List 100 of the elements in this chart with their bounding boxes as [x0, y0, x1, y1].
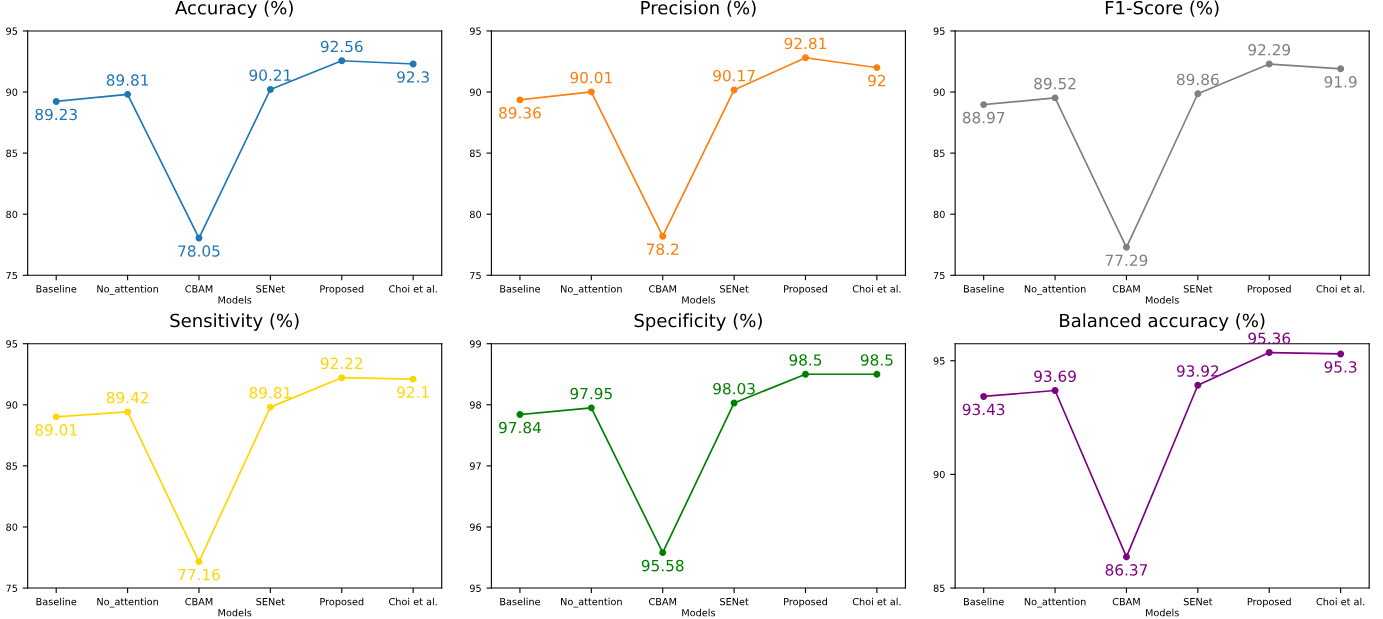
- y-tick-label: 90: [933, 88, 945, 96]
- data-label: 89.36: [499, 107, 541, 119]
- data-label: 98.03: [713, 382, 755, 395]
- y-tick-label: 96: [469, 523, 482, 531]
- point: [1051, 387, 1059, 395]
- y-tick-label: 85: [933, 149, 945, 157]
- point: [730, 399, 738, 407]
- y-tick-label: 95: [933, 27, 945, 35]
- data-label: 89.81: [106, 74, 149, 86]
- x-tick-label: CBAM: [185, 597, 213, 606]
- x-axis-title: Models: [682, 296, 716, 304]
- data-label: 88.97: [962, 111, 1005, 124]
- data-label: 90.17: [713, 69, 755, 82]
- data-label: 98.5: [860, 354, 893, 366]
- chart-title: Balanced accuracy (%): [1060, 313, 1265, 331]
- y-tick-label: 80: [6, 210, 18, 219]
- x-tick-label: Choi et al.: [389, 597, 437, 606]
- point: [802, 54, 809, 62]
- y-tick-label: 97: [469, 462, 481, 470]
- data-label: 92.81: [784, 37, 826, 50]
- x-axis-title: Models: [218, 608, 252, 617]
- data-label: 89.86: [1177, 73, 1219, 86]
- x-tick-label: Proposed: [784, 285, 827, 295]
- x-tick-label: No_attention: [97, 285, 158, 295]
- data-label: 93.69: [1034, 370, 1076, 383]
- point: [409, 375, 417, 383]
- y-tick-label: 85: [6, 462, 18, 470]
- y-tick-label: 85: [6, 149, 18, 157]
- data-label: 89.81: [249, 387, 291, 399]
- data-label: 78.05: [178, 245, 220, 257]
- chart-title: Precision (%): [641, 0, 756, 17]
- x-tick-label: Choi et al.: [852, 597, 901, 606]
- x-tick-label: Baseline: [500, 285, 541, 293]
- y-tick-label: 75: [6, 271, 18, 280]
- y-tick-label: 75: [6, 584, 18, 592]
- data-label: 90.01: [570, 71, 612, 84]
- point: [1194, 381, 1202, 389]
- x-tick-label: Baseline: [964, 597, 1004, 606]
- x-tick-label: Proposed: [320, 597, 364, 608]
- y-tick-label: 95: [469, 27, 481, 35]
- x-tick-label: CBAM: [1112, 285, 1140, 293]
- y-tick-label: 90: [6, 401, 18, 409]
- data-label: 95.58: [641, 559, 684, 572]
- x-tick-label: SENet: [1183, 597, 1213, 606]
- point: [516, 96, 524, 104]
- y-tick-label: 80: [469, 210, 482, 219]
- data-label: 89.23: [35, 108, 77, 121]
- y-tick-label: 80: [933, 210, 945, 219]
- y-tick-label: 85: [469, 149, 481, 157]
- data-label: 97.95: [570, 387, 612, 400]
- data-label: 90.21: [249, 69, 291, 81]
- x-axis-title: Models: [682, 608, 716, 617]
- point: [1122, 553, 1130, 561]
- x-tick-label: Proposed: [1247, 597, 1291, 608]
- point: [1122, 243, 1130, 251]
- x-tick-label: CBAM: [1112, 597, 1140, 606]
- x-tick-label: Baseline: [36, 597, 77, 606]
- data-label: 93.92: [1176, 365, 1219, 377]
- y-tick-label: 90: [6, 88, 18, 96]
- data-label: 89.52: [1034, 77, 1076, 90]
- data-label: 92.1: [397, 386, 429, 398]
- data-label: 92.3: [397, 71, 429, 83]
- x-axis-title: Models: [1145, 296, 1179, 304]
- point: [873, 64, 881, 72]
- point: [266, 85, 274, 93]
- data-label: 92: [868, 74, 886, 87]
- data-label: 98.5: [789, 354, 822, 366]
- point: [730, 86, 738, 94]
- x-tick-label: SENet: [1183, 285, 1213, 293]
- y-tick-label: 75: [470, 271, 481, 280]
- x-tick-label: Choi et al.: [852, 285, 901, 293]
- y-tick-label: 75: [933, 271, 945, 280]
- point: [195, 558, 203, 566]
- y-tick-label: 85: [933, 584, 945, 592]
- x-tick-label: No_attention: [1024, 597, 1086, 608]
- x-tick-label: Choi et al.: [1316, 597, 1365, 606]
- x-tick-label: Proposed: [320, 285, 364, 295]
- x-tick-label: Proposed: [1247, 285, 1291, 295]
- data-label: 86.37: [1105, 564, 1148, 576]
- point: [587, 404, 595, 412]
- point: [659, 232, 667, 240]
- data-label: 78.2: [646, 243, 679, 255]
- point: [1337, 350, 1345, 358]
- point: [338, 374, 346, 382]
- y-tick-label: 80: [6, 523, 18, 531]
- point: [980, 392, 988, 400]
- point: [659, 549, 667, 557]
- chart-title: F1-Score (%): [1105, 0, 1219, 17]
- data-label: 77.29: [1105, 254, 1148, 267]
- x-tick-label: No_attention: [97, 597, 158, 608]
- data-label: 89.42: [106, 391, 148, 404]
- data-label: 77.16: [178, 568, 220, 581]
- point: [980, 101, 988, 109]
- data-label: 92.29: [1248, 43, 1291, 56]
- y-tick-label: 95: [6, 27, 18, 35]
- point: [1265, 60, 1273, 68]
- point: [124, 90, 132, 98]
- y-tick-label: 90: [469, 88, 482, 96]
- chart-title: Specificity (%): [634, 313, 762, 331]
- point: [338, 57, 346, 65]
